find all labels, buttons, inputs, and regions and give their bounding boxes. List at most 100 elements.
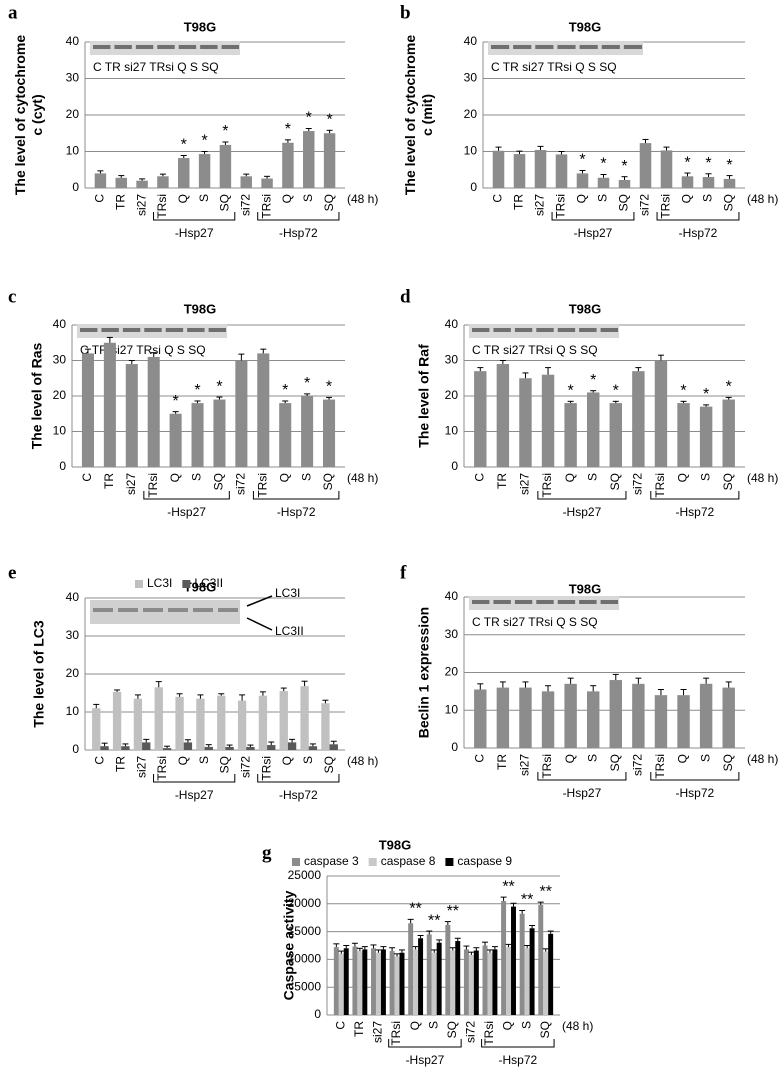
significance-mark: * <box>304 375 310 392</box>
significance-mark: * <box>621 158 627 175</box>
significance-mark: * <box>285 121 291 138</box>
y-tick-label: 5000 <box>294 979 321 993</box>
bar <box>496 364 510 467</box>
significance-mark: * <box>590 372 596 389</box>
x-tick-label: si72 <box>638 194 652 216</box>
bar <box>597 177 610 188</box>
significance-mark: ** <box>447 903 459 920</box>
group-bracket <box>481 1039 555 1048</box>
blot-band <box>579 45 598 49</box>
bar <box>519 913 525 1015</box>
blot-band <box>623 45 642 49</box>
group-label: -Hsp27 <box>574 226 613 240</box>
y-tick-label: 10 <box>464 144 478 158</box>
significance-mark: * <box>579 152 585 169</box>
bar <box>496 687 510 748</box>
group-bracket <box>650 491 740 500</box>
x-tick-label: S <box>701 194 715 202</box>
x-tick-label: si72 <box>238 756 252 778</box>
x-tick-label: SQ <box>218 194 232 211</box>
x-tick-label: si72 <box>631 473 645 495</box>
significance-mark: * <box>194 382 200 399</box>
y-tick-label: 40 <box>445 317 459 331</box>
significance-mark: * <box>680 383 686 400</box>
x-tick-label: TR <box>495 754 509 770</box>
significance-mark: * <box>306 110 312 127</box>
bar <box>121 746 130 750</box>
y-tick-label: 10 <box>66 704 80 718</box>
significance-mark: * <box>222 123 228 140</box>
y-tick-label: 40 <box>66 590 80 604</box>
blot-band <box>157 45 175 49</box>
bar <box>586 691 600 748</box>
y-tick-label: 20000 <box>288 896 322 910</box>
x-tick-label: Q <box>280 194 294 203</box>
blot-band <box>208 328 226 332</box>
x-tick-label: si27 <box>124 473 138 495</box>
y-tick-label: 10000 <box>288 952 322 966</box>
bar <box>357 951 363 1015</box>
blot-band <box>493 600 511 604</box>
bar <box>136 180 148 188</box>
bar <box>723 178 736 188</box>
bar <box>699 683 713 748</box>
bar <box>191 403 204 467</box>
x-tick-label: TR <box>113 756 127 772</box>
bar <box>543 951 549 1015</box>
bar <box>394 956 400 1015</box>
x-tick-label: SQ <box>608 754 622 771</box>
group-bracket <box>388 1039 462 1048</box>
y-tick-label: 20 <box>66 107 80 121</box>
group-bracket <box>252 491 340 500</box>
bar <box>524 948 530 1015</box>
x-tick-label: si72 <box>234 473 248 495</box>
group-label: -Hsp72 <box>675 505 714 519</box>
bar <box>92 708 101 750</box>
group-label: -Hsp27 <box>563 786 602 800</box>
panel-letter: g <box>262 842 272 863</box>
bar <box>677 403 690 467</box>
significance-mark: ** <box>409 901 421 918</box>
group-label: -Hsp27 <box>563 505 602 519</box>
blot-band <box>600 328 618 332</box>
x-tick-label: Q <box>176 194 190 203</box>
bar <box>463 949 469 1015</box>
x-tick-label: TR <box>512 194 526 210</box>
blot-image <box>90 600 240 624</box>
bar <box>133 698 143 750</box>
bar <box>196 698 205 750</box>
bar <box>115 177 127 188</box>
bar <box>677 695 690 748</box>
x-tick-label: TRsi <box>255 473 269 498</box>
x-tick-label: C <box>93 756 107 765</box>
significance-mark: * <box>216 378 222 395</box>
bar <box>261 178 273 188</box>
blot-band <box>579 328 597 332</box>
x-tick-label: Q <box>563 473 577 482</box>
x-tick-label: Q <box>575 194 589 203</box>
x-tick-label: TRsi <box>155 194 169 219</box>
bar <box>362 949 368 1015</box>
time-label: (48 h) <box>347 192 378 206</box>
bar <box>632 371 645 467</box>
bar <box>198 154 211 188</box>
x-tick-label: Q <box>676 754 690 763</box>
y-axis-label: Beclin 1 expression <box>416 607 432 739</box>
significance-mark: * <box>568 383 574 400</box>
blot-band <box>144 328 162 332</box>
group-bracket <box>257 774 340 783</box>
annotation: LC3I <box>275 586 300 600</box>
x-tick-label: Q <box>280 756 294 765</box>
y-tick-label: 0 <box>451 740 458 754</box>
significance-mark: * <box>326 112 332 129</box>
blot-band <box>178 45 197 49</box>
x-tick-label: TRsi <box>259 194 273 219</box>
bar <box>632 683 645 748</box>
bar <box>258 695 268 750</box>
chart-title: T98G <box>184 579 217 594</box>
bar <box>308 746 318 750</box>
x-tick-label: S <box>197 756 211 764</box>
x-tick-label: TRsi <box>653 473 667 498</box>
bar <box>450 950 456 1015</box>
x-tick-label: C <box>472 473 486 482</box>
